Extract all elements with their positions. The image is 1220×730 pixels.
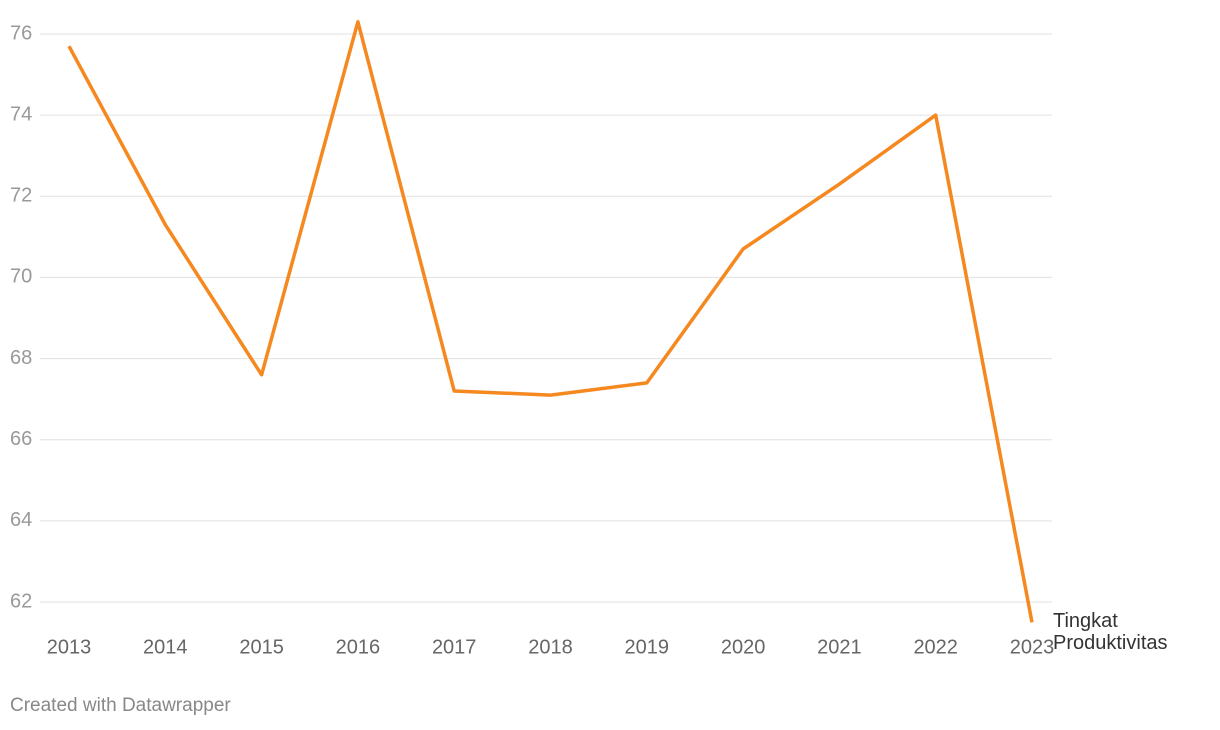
y-tick-label: 76 xyxy=(10,22,32,44)
x-tick-label: 2016 xyxy=(336,636,381,658)
x-tick-label: 2020 xyxy=(721,636,766,658)
y-tick-label: 68 xyxy=(10,347,32,369)
y-tick-label: 70 xyxy=(10,266,32,288)
y-tick-label: 62 xyxy=(10,590,32,612)
x-tick-label: 2013 xyxy=(47,636,92,658)
y-tick-label: 64 xyxy=(10,509,32,531)
series-label: Tingkat Produktivitas xyxy=(1053,610,1168,654)
footer: Created with Datawrapper xyxy=(10,695,231,716)
y-tick-label: 74 xyxy=(10,103,32,125)
line xyxy=(67,20,1034,623)
x-tick-label: 2018 xyxy=(528,636,573,658)
x-tick-label: 2019 xyxy=(625,636,670,658)
x-tick-label: 2017 xyxy=(432,636,477,658)
y-tick-label: 66 xyxy=(10,428,32,450)
x-tick-label: 2023 xyxy=(1010,636,1055,658)
y-tick-label: 72 xyxy=(10,185,32,207)
x-tick-label: 2022 xyxy=(913,636,958,658)
x-tick-label: 2015 xyxy=(239,636,284,658)
x-tick-label: 2014 xyxy=(143,636,188,658)
x-tick-label: 2021 xyxy=(817,636,862,658)
